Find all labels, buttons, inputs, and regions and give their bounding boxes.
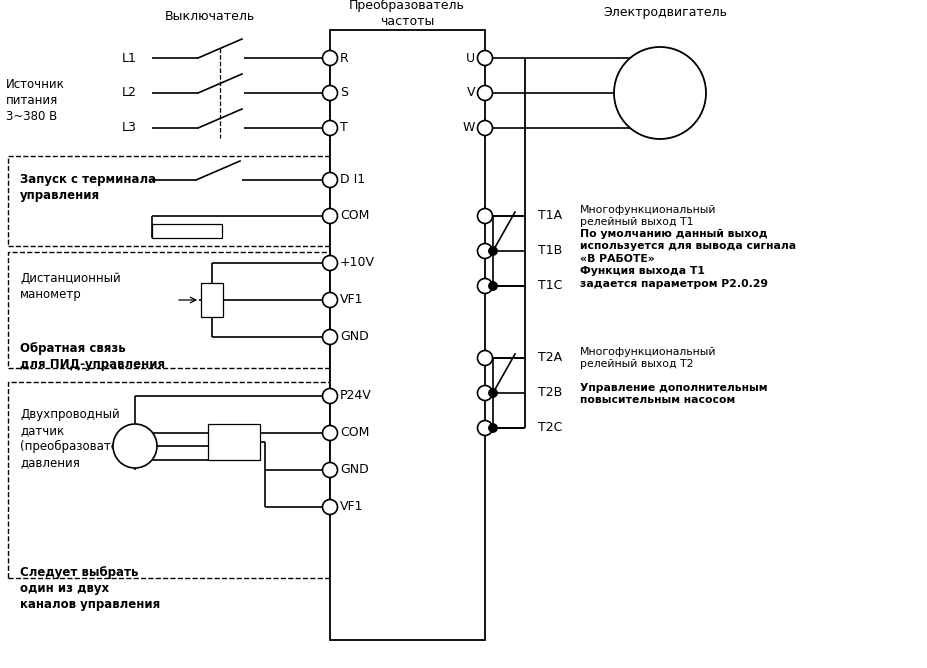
Text: GND: GND (339, 331, 368, 343)
Text: Многофункциональный
релейный выход Т2: Многофункциональный релейный выход Т2 (579, 347, 716, 369)
Text: L3: L3 (121, 122, 136, 134)
Text: Преобразователь
частоты: Преобразователь частоты (349, 0, 464, 27)
Circle shape (323, 426, 337, 440)
Circle shape (113, 424, 157, 468)
Text: COM: COM (339, 426, 369, 440)
Text: +10V: +10V (339, 257, 375, 269)
Circle shape (323, 172, 337, 188)
Text: VF1: VF1 (339, 293, 363, 307)
Text: S: S (339, 86, 348, 100)
Circle shape (477, 385, 492, 401)
Text: T: T (339, 122, 348, 134)
Circle shape (489, 424, 497, 432)
Text: T2C: T2C (538, 422, 562, 434)
Circle shape (477, 351, 492, 365)
Bar (8, 252, 330, 368)
Text: Выключатель: Выключатель (165, 9, 255, 23)
Text: L2: L2 (121, 86, 136, 100)
Bar (152, 224, 222, 238)
Text: T1A: T1A (538, 210, 562, 222)
Text: Дистанционный
манометр: Дистанционный манометр (20, 272, 121, 301)
Bar (8, 156, 330, 246)
Text: Следует выбрать
один из двух
каналов управления: Следует выбрать один из двух каналов упр… (20, 566, 160, 611)
Circle shape (323, 329, 337, 345)
Circle shape (323, 208, 337, 224)
Circle shape (477, 51, 492, 65)
Circle shape (323, 86, 337, 100)
Text: −: − (133, 449, 143, 459)
Circle shape (323, 293, 337, 307)
Text: Электродвигатель: Электродвигатель (603, 7, 726, 19)
Text: T1C: T1C (538, 279, 562, 293)
Text: Обратная связь
для ПИД-управления: Обратная связь для ПИД-управления (20, 342, 165, 371)
Text: P24V: P24V (339, 389, 372, 403)
Text: Многофункциональный
релейный выход Т1: Многофункциональный релейный выход Т1 (579, 205, 716, 227)
Circle shape (323, 120, 337, 136)
Text: R: R (339, 51, 349, 65)
Text: L1: L1 (121, 51, 136, 65)
Text: T2B: T2B (538, 387, 562, 399)
Bar (208, 424, 260, 460)
Circle shape (477, 86, 492, 100)
Text: W: W (463, 122, 475, 134)
Text: T2A: T2A (538, 351, 562, 365)
Circle shape (489, 246, 497, 255)
Text: VF1: VF1 (339, 500, 363, 514)
Circle shape (489, 389, 497, 397)
Text: Запуск с терминала
управления: Запуск с терминала управления (20, 173, 156, 202)
Text: V: V (466, 86, 475, 100)
Circle shape (323, 389, 337, 403)
Text: GND: GND (339, 464, 368, 476)
Circle shape (323, 51, 337, 65)
Circle shape (477, 244, 492, 259)
Text: U: U (465, 51, 475, 65)
Circle shape (477, 120, 492, 136)
Circle shape (323, 462, 337, 478)
Circle shape (323, 255, 337, 271)
Circle shape (477, 208, 492, 224)
Text: Источник
питания
3~380 В: Источник питания 3~380 В (6, 77, 65, 122)
Text: +: + (134, 433, 143, 443)
Bar (201, 283, 222, 317)
Text: По умолчанию данный выход
используется для вывода сигнала
«В РАБОТЕ»
Функция вых: По умолчанию данный выход используется д… (579, 229, 795, 289)
Circle shape (477, 420, 492, 436)
Text: T1B: T1B (538, 244, 562, 257)
Bar (8, 382, 330, 578)
Text: Двухпроводный
датчик
(преобразователь)
давления: Двухпроводный датчик (преобразователь) д… (20, 408, 137, 469)
Text: Управление дополнительным
повысительным насосом: Управление дополнительным повысительным … (579, 383, 767, 405)
Text: D I1: D I1 (339, 174, 364, 186)
Text: COM: COM (339, 210, 369, 222)
Circle shape (489, 282, 497, 290)
Bar (330, 30, 485, 640)
Circle shape (477, 279, 492, 293)
Circle shape (323, 500, 337, 514)
